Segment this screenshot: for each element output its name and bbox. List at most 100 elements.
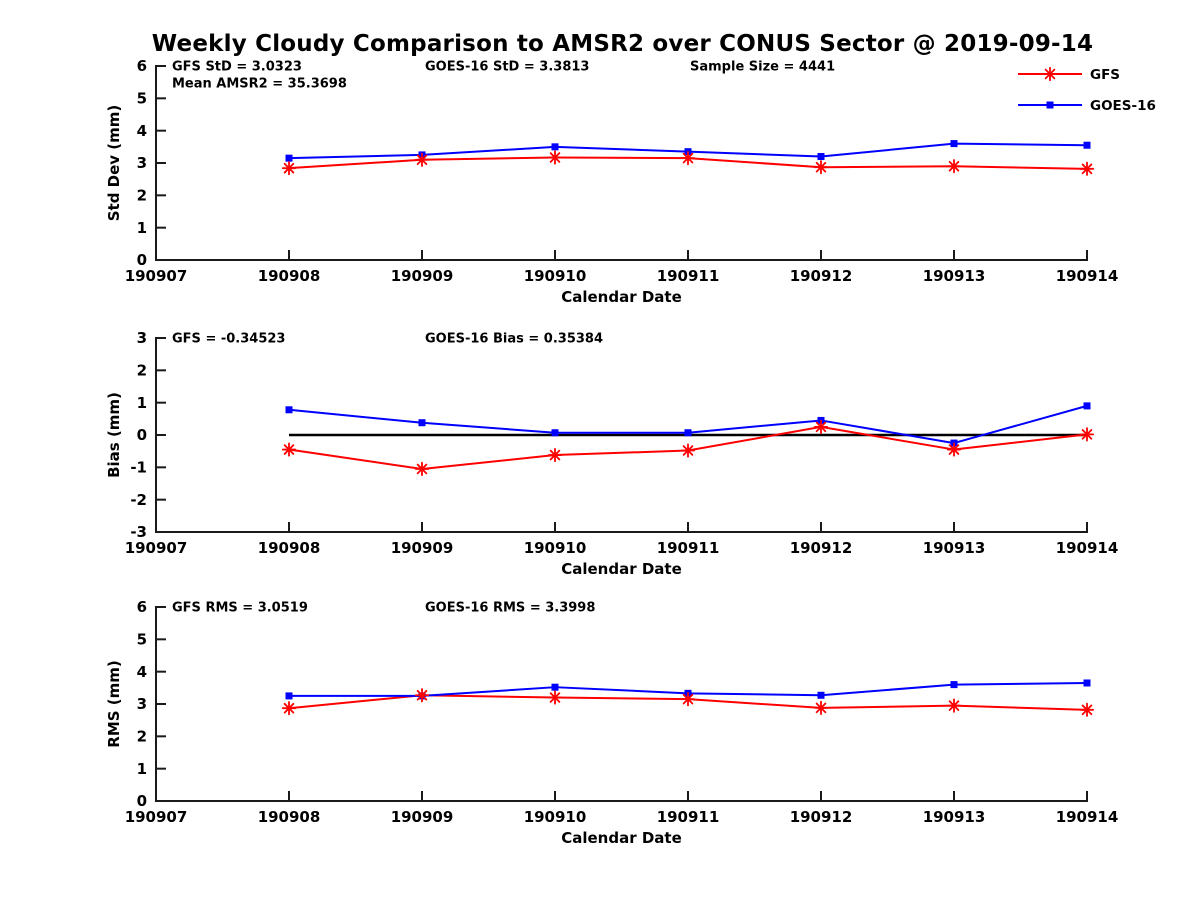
star-marker bbox=[283, 162, 295, 174]
y-tick-label: 0 bbox=[137, 426, 147, 444]
star-marker bbox=[283, 444, 295, 455]
x-tick-label: 190907 bbox=[125, 539, 188, 557]
annotation-std-dev: GFS StD = 3.0323 bbox=[172, 60, 302, 75]
y-tick-label: 0 bbox=[137, 251, 147, 269]
legend-label: GFS bbox=[1090, 67, 1120, 83]
axis-spines bbox=[155, 337, 1088, 533]
square-marker bbox=[285, 406, 293, 414]
page-title: Weekly Cloudy Comparison to AMSR2 over C… bbox=[151, 31, 1094, 57]
y-tick-label: 4 bbox=[137, 663, 147, 681]
star-marker bbox=[549, 449, 561, 461]
x-tick-label: 190908 bbox=[258, 539, 321, 557]
square-marker bbox=[285, 154, 293, 162]
square-marker bbox=[551, 143, 559, 151]
square-marker bbox=[950, 681, 958, 689]
legend-label: GOES-16 bbox=[1090, 98, 1156, 114]
y-tick-label: 6 bbox=[137, 57, 147, 75]
star-marker bbox=[948, 444, 960, 455]
y-tick-label: 2 bbox=[137, 728, 147, 746]
x-tick-label: 190908 bbox=[258, 267, 321, 285]
x-tick-label: 190911 bbox=[657, 267, 720, 285]
annotation-bias: GOES-16 Bias = 0.35384 bbox=[425, 332, 603, 347]
y-axis-title: Bias (mm) bbox=[105, 392, 123, 478]
series-markers-gfs bbox=[281, 688, 1095, 717]
y-tick-label: 0 bbox=[137, 792, 147, 810]
square-marker bbox=[551, 683, 559, 691]
x-axis-title: Calendar Date bbox=[561, 288, 682, 306]
x-tick-label: 190914 bbox=[1056, 267, 1119, 285]
star-marker bbox=[416, 154, 428, 166]
series-markers-goes-16 bbox=[285, 402, 1091, 447]
square-marker bbox=[1083, 402, 1091, 410]
y-tick-label: 4 bbox=[137, 122, 147, 140]
legend-item-gfs: GFS bbox=[1018, 66, 1120, 83]
annotation-std-dev: Sample Size = 4441 bbox=[690, 60, 835, 75]
annotation-bias: GFS = -0.34523 bbox=[172, 332, 285, 347]
annotation-std-dev: GOES-16 StD = 3.3813 bbox=[425, 60, 589, 75]
annotation-rms: GFS RMS = 3.0519 bbox=[172, 601, 308, 616]
series-markers-gfs bbox=[281, 419, 1095, 477]
square-marker bbox=[285, 692, 293, 700]
star-marker bbox=[1081, 704, 1093, 716]
axis-spines bbox=[155, 606, 1088, 802]
annotation-rms: GOES-16 RMS = 3.3998 bbox=[425, 601, 595, 616]
square-marker bbox=[1083, 679, 1091, 687]
star-marker bbox=[815, 421, 827, 433]
star-marker bbox=[682, 693, 694, 705]
y-tick-label: 3 bbox=[137, 154, 147, 172]
y-tick-label: 2 bbox=[137, 362, 147, 380]
x-tick-label: 190909 bbox=[391, 267, 454, 285]
y-tick-label: -1 bbox=[130, 459, 147, 477]
y-tick-label: 3 bbox=[137, 329, 147, 347]
y-tick-label: 1 bbox=[137, 394, 147, 412]
square-marker bbox=[950, 140, 958, 148]
axis-spines bbox=[155, 65, 1088, 261]
x-tick-label: 190912 bbox=[790, 267, 853, 285]
y-tick-label: 3 bbox=[137, 695, 147, 713]
annotation-std-dev: Mean AMSR2 = 35.3698 bbox=[172, 77, 347, 92]
y-tick-label: 5 bbox=[137, 90, 147, 108]
square-marker bbox=[684, 429, 692, 437]
star-marker bbox=[1081, 163, 1093, 175]
x-tick-label: 190912 bbox=[790, 808, 853, 826]
star-marker bbox=[416, 463, 428, 475]
x-tick-label: 190909 bbox=[391, 808, 454, 826]
legend-item-goes-16: GOES-16 bbox=[1018, 98, 1156, 114]
subplot-rms: 0 1 2 3 4 5 6 190907 190908 190909 190910 190911 190… bbox=[105, 598, 1118, 847]
x-tick-label: 190909 bbox=[391, 539, 454, 557]
star-marker bbox=[283, 702, 295, 714]
y-axis-title: Std Dev (mm) bbox=[105, 105, 123, 222]
y-tick-label: 6 bbox=[137, 598, 147, 616]
y-tick-label: 1 bbox=[137, 760, 147, 778]
subplot-std-dev: 0 1 2 3 4 5 6 190907 190908 190909 190910 190911 190… bbox=[105, 57, 1118, 306]
x-tick-label: 190914 bbox=[1056, 539, 1119, 557]
star-marker bbox=[815, 702, 827, 714]
star-marker bbox=[416, 689, 428, 701]
square-marker bbox=[1046, 101, 1054, 109]
star-marker bbox=[1044, 68, 1056, 80]
y-axis-title: RMS (mm) bbox=[105, 660, 123, 747]
legend: GFS GOES-16 bbox=[1018, 66, 1156, 114]
x-tick-label: 190913 bbox=[923, 539, 986, 557]
square-marker bbox=[551, 429, 559, 437]
x-tick-label: 190911 bbox=[657, 539, 720, 557]
square-marker bbox=[418, 419, 426, 427]
star-marker bbox=[948, 160, 960, 172]
y-tick-label: -3 bbox=[130, 523, 147, 541]
y-tick-label: -2 bbox=[130, 491, 147, 509]
star-marker bbox=[815, 161, 827, 173]
y-tick-label: 2 bbox=[137, 187, 147, 205]
x-tick-label: 190907 bbox=[125, 808, 188, 826]
x-tick-label: 190910 bbox=[524, 539, 587, 557]
x-axis-title: Calendar Date bbox=[561, 829, 682, 847]
square-marker bbox=[817, 691, 825, 699]
star-marker bbox=[549, 692, 561, 703]
x-axis-title: Calendar Date bbox=[561, 560, 682, 578]
x-tick-label: 190910 bbox=[524, 808, 587, 826]
x-tick-label: 190907 bbox=[125, 267, 188, 285]
star-marker bbox=[682, 445, 694, 456]
square-marker bbox=[1083, 141, 1091, 149]
x-tick-label: 190913 bbox=[923, 267, 986, 285]
x-tick-label: 190908 bbox=[258, 808, 321, 826]
